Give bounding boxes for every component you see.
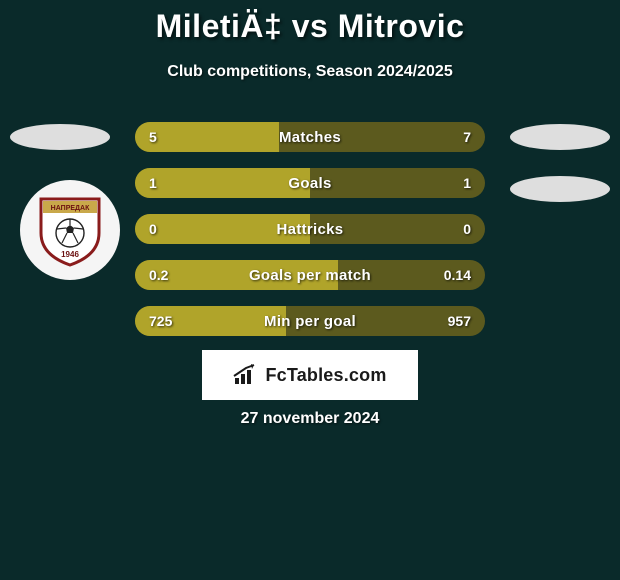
brand-box: FcTables.com <box>202 350 418 400</box>
stat-value-right: 1 <box>463 168 471 198</box>
player-right-oval-1 <box>510 124 610 150</box>
stat-bar-row: 5Matches7 <box>135 122 485 152</box>
stat-value-right: 7 <box>463 122 471 152</box>
date-text: 27 november 2024 <box>0 410 620 428</box>
stat-label: Matches <box>135 122 485 152</box>
club-badge: НАПРЕДАК 1946 <box>20 180 120 280</box>
stat-label: Goals <box>135 168 485 198</box>
shield-icon: НАПРЕДАК 1946 <box>39 193 101 267</box>
brand-text: FcTables.com <box>265 365 386 386</box>
stat-label: Min per goal <box>135 306 485 336</box>
page-subtitle: Club competitions, Season 2024/2025 <box>0 63 620 81</box>
page-title: MiletiÄ‡ vs Mitrovic <box>0 0 620 45</box>
stat-label: Goals per match <box>135 260 485 290</box>
stat-bar-row: 1Goals1 <box>135 168 485 198</box>
stat-bars: 5Matches7 1Goals1 0Hattricks0 0.2Goals per … <box>135 122 485 352</box>
brand-chart-icon <box>233 364 259 386</box>
svg-text:1946: 1946 <box>61 250 79 259</box>
stat-bar-row: 0Hattricks0 <box>135 214 485 244</box>
stat-bar-row: 725Min per goal957 <box>135 306 485 336</box>
stat-bar-row: 0.2Goals per match0.14 <box>135 260 485 290</box>
stat-value-right: 0 <box>463 214 471 244</box>
stat-value-right: 0.14 <box>444 260 471 290</box>
player-left-oval <box>10 124 110 150</box>
svg-text:НАПРЕДАК: НАПРЕДАК <box>51 205 90 212</box>
stat-value-right: 957 <box>448 306 471 336</box>
player-right-oval-2 <box>510 176 610 202</box>
stat-label: Hattricks <box>135 214 485 244</box>
